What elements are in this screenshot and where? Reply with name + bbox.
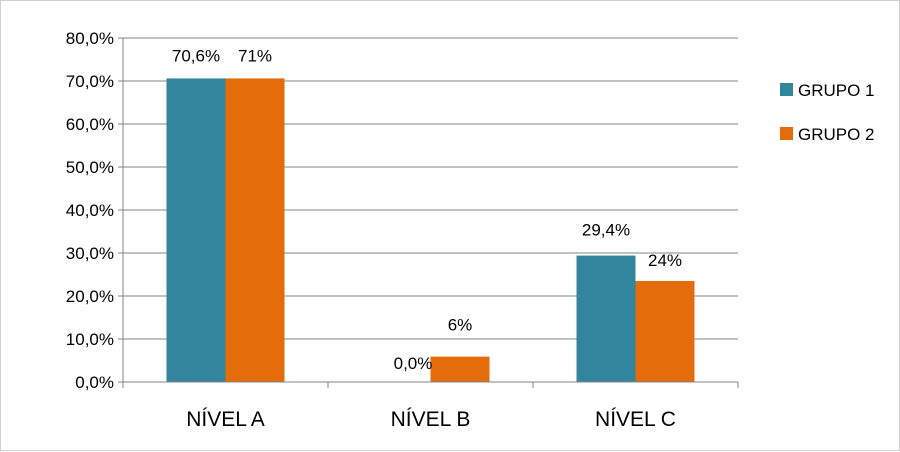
bar-2-2 (430, 356, 490, 382)
data-label-2-2: 6% (448, 316, 473, 335)
x-category-label: NÍVEL B (391, 408, 471, 431)
data-label-1-1: 70,6% (172, 46, 220, 65)
y-tick-label: 60,0% (66, 115, 114, 134)
legend-swatch-2 (780, 127, 793, 140)
legend-swatch-1 (780, 83, 793, 96)
axis-layer: 0,0% 10,0% 20,0% 30,0% 40,0% 50,0% 60,0% 70,0% 8… (66, 29, 739, 431)
y-tick-label: 80,0% (66, 29, 114, 48)
x-category-label: NÍVEL A (186, 408, 265, 431)
y-tick-label: 20,0% (66, 287, 114, 306)
legend-label-2: GRUPO 2 (798, 125, 875, 144)
y-tick-label: 70,0% (66, 72, 114, 91)
data-label-1-3: 29,4% (582, 221, 630, 240)
bar-2-3 (635, 280, 695, 382)
bar-2-1 (225, 78, 285, 383)
bar-1-3 (576, 255, 636, 382)
labels-layer: 70,6% 71% 0,0% 6% 29,4% 24% (172, 46, 682, 373)
y-tick-label: 0,0% (75, 373, 114, 392)
y-tick-label: 30,0% (66, 244, 114, 263)
bars-layer (166, 78, 695, 383)
legend-label-1: GRUPO 1 (798, 81, 875, 100)
x-category-label: NÍVEL C (595, 408, 676, 431)
bar-1-1 (166, 78, 226, 383)
data-label-1-2: 0,0% (394, 354, 433, 373)
data-label-2-1: 71% (238, 46, 272, 65)
y-tick-label: 40,0% (66, 201, 114, 220)
data-label-2-3: 24% (648, 251, 682, 270)
y-tick-label: 10,0% (66, 330, 114, 349)
y-tick-label: 50,0% (66, 158, 114, 177)
legend: GRUPO 1 GRUPO 2 (780, 81, 875, 144)
